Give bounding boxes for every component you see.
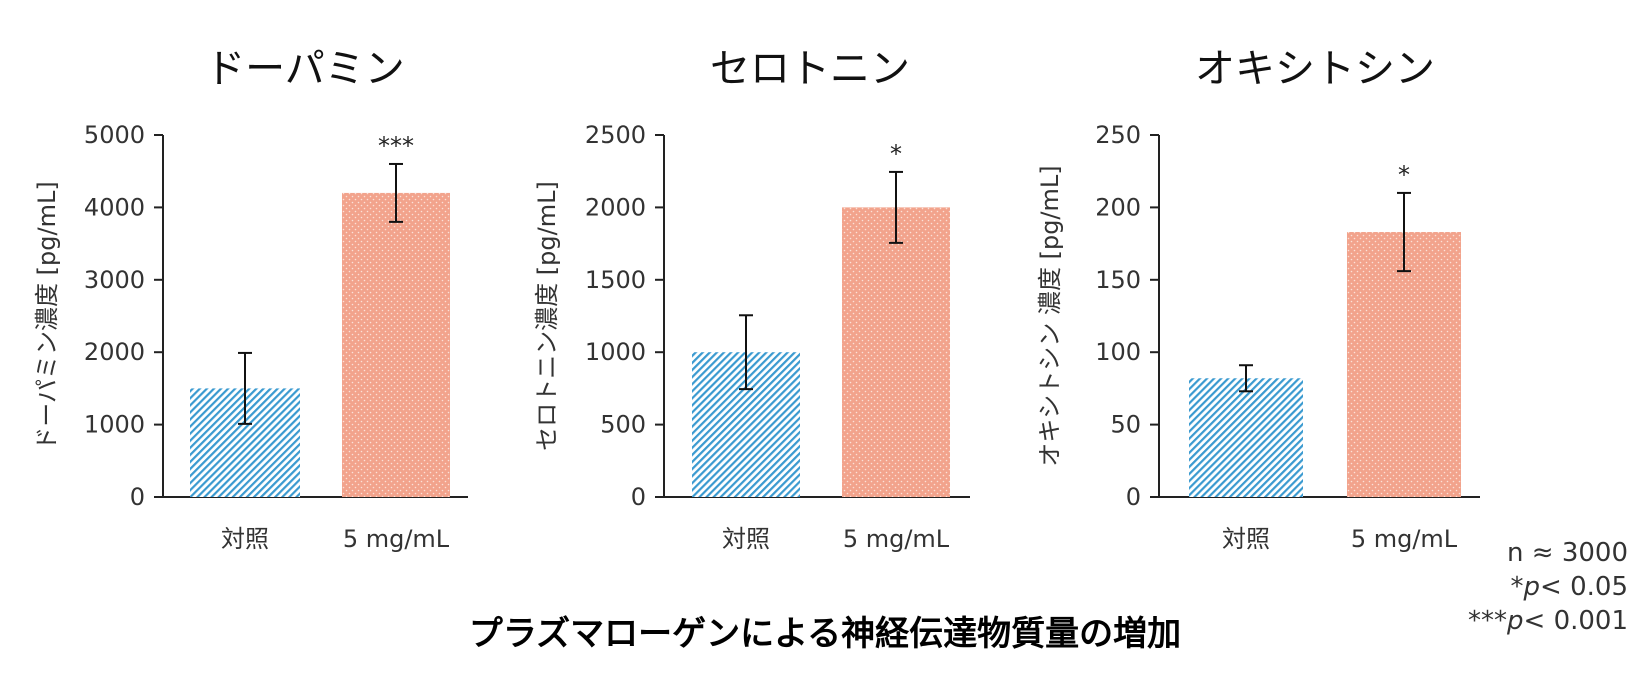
sig1-threshold: < 0.05	[1540, 572, 1628, 602]
significance-note-3: ***p< 0.001	[1468, 604, 1628, 638]
y-tick-label: 200	[1095, 193, 1141, 221]
category-label: 対照	[1222, 525, 1270, 553]
y-tick-label: 2000	[585, 193, 646, 221]
sample-size-note: n ≈ 3000	[1507, 538, 1628, 568]
y-tick-label: 2000	[84, 338, 145, 366]
category-label: 5 mg/mL	[1351, 525, 1458, 553]
y-tick-label: 100	[1095, 338, 1141, 366]
chart-title: セロトニン	[710, 46, 910, 92]
category-label: 対照	[221, 525, 269, 553]
y-axis-label: オキシトシン 濃度 [pg/mL]	[1036, 165, 1064, 466]
y-tick-label: 50	[1110, 411, 1141, 439]
category-label: 5 mg/mL	[843, 525, 950, 553]
bar-treated	[1347, 232, 1461, 498]
chart-title: ドーパミン	[205, 46, 405, 92]
y-tick-label: 0	[1126, 483, 1141, 511]
y-tick-label: 2500	[585, 121, 646, 149]
category-label: 対照	[722, 525, 770, 553]
significance-marker: ***	[378, 132, 414, 160]
y-axis-label: ドーパミン濃度 [pg/mL]	[33, 181, 61, 450]
sig3-threshold: < 0.001	[1523, 606, 1628, 636]
sig1-stars: *	[1510, 572, 1524, 602]
y-tick-label: 250	[1095, 121, 1141, 149]
y-tick-label: 0	[631, 483, 646, 511]
chart-title: オキシトシン	[1195, 46, 1435, 92]
main-title: プラズマローゲンによる神経伝達物質量の増加	[468, 614, 1182, 654]
stats-notes: n ≈ 3000 *p< 0.05 ***p< 0.001	[1468, 536, 1628, 638]
sig1-p: p	[1523, 572, 1541, 602]
y-tick-label: 4000	[84, 193, 145, 221]
significance-note-1: *p< 0.05	[1468, 570, 1628, 604]
bar-treated	[342, 192, 450, 498]
y-tick-label: 1000	[585, 338, 646, 366]
category-label: 5 mg/mL	[343, 525, 450, 553]
y-tick-label: 1000	[84, 411, 145, 439]
bar-control	[1189, 378, 1303, 497]
y-tick-label: 1500	[585, 266, 646, 294]
y-tick-label: 150	[1095, 266, 1141, 294]
y-tick-label: 0	[130, 483, 145, 511]
y-tick-label: 5000	[84, 121, 145, 149]
y-tick-label: 500	[600, 411, 646, 439]
y-axis-label: セロトニン濃度 [pg/mL]	[533, 181, 561, 451]
y-tick-label: 3000	[84, 266, 145, 294]
significance-marker: *	[1398, 161, 1410, 189]
sig3-p: p	[1507, 606, 1524, 636]
sig3-stars: ***	[1468, 606, 1507, 636]
bar-treated	[842, 207, 950, 497]
significance-marker: *	[890, 140, 902, 168]
